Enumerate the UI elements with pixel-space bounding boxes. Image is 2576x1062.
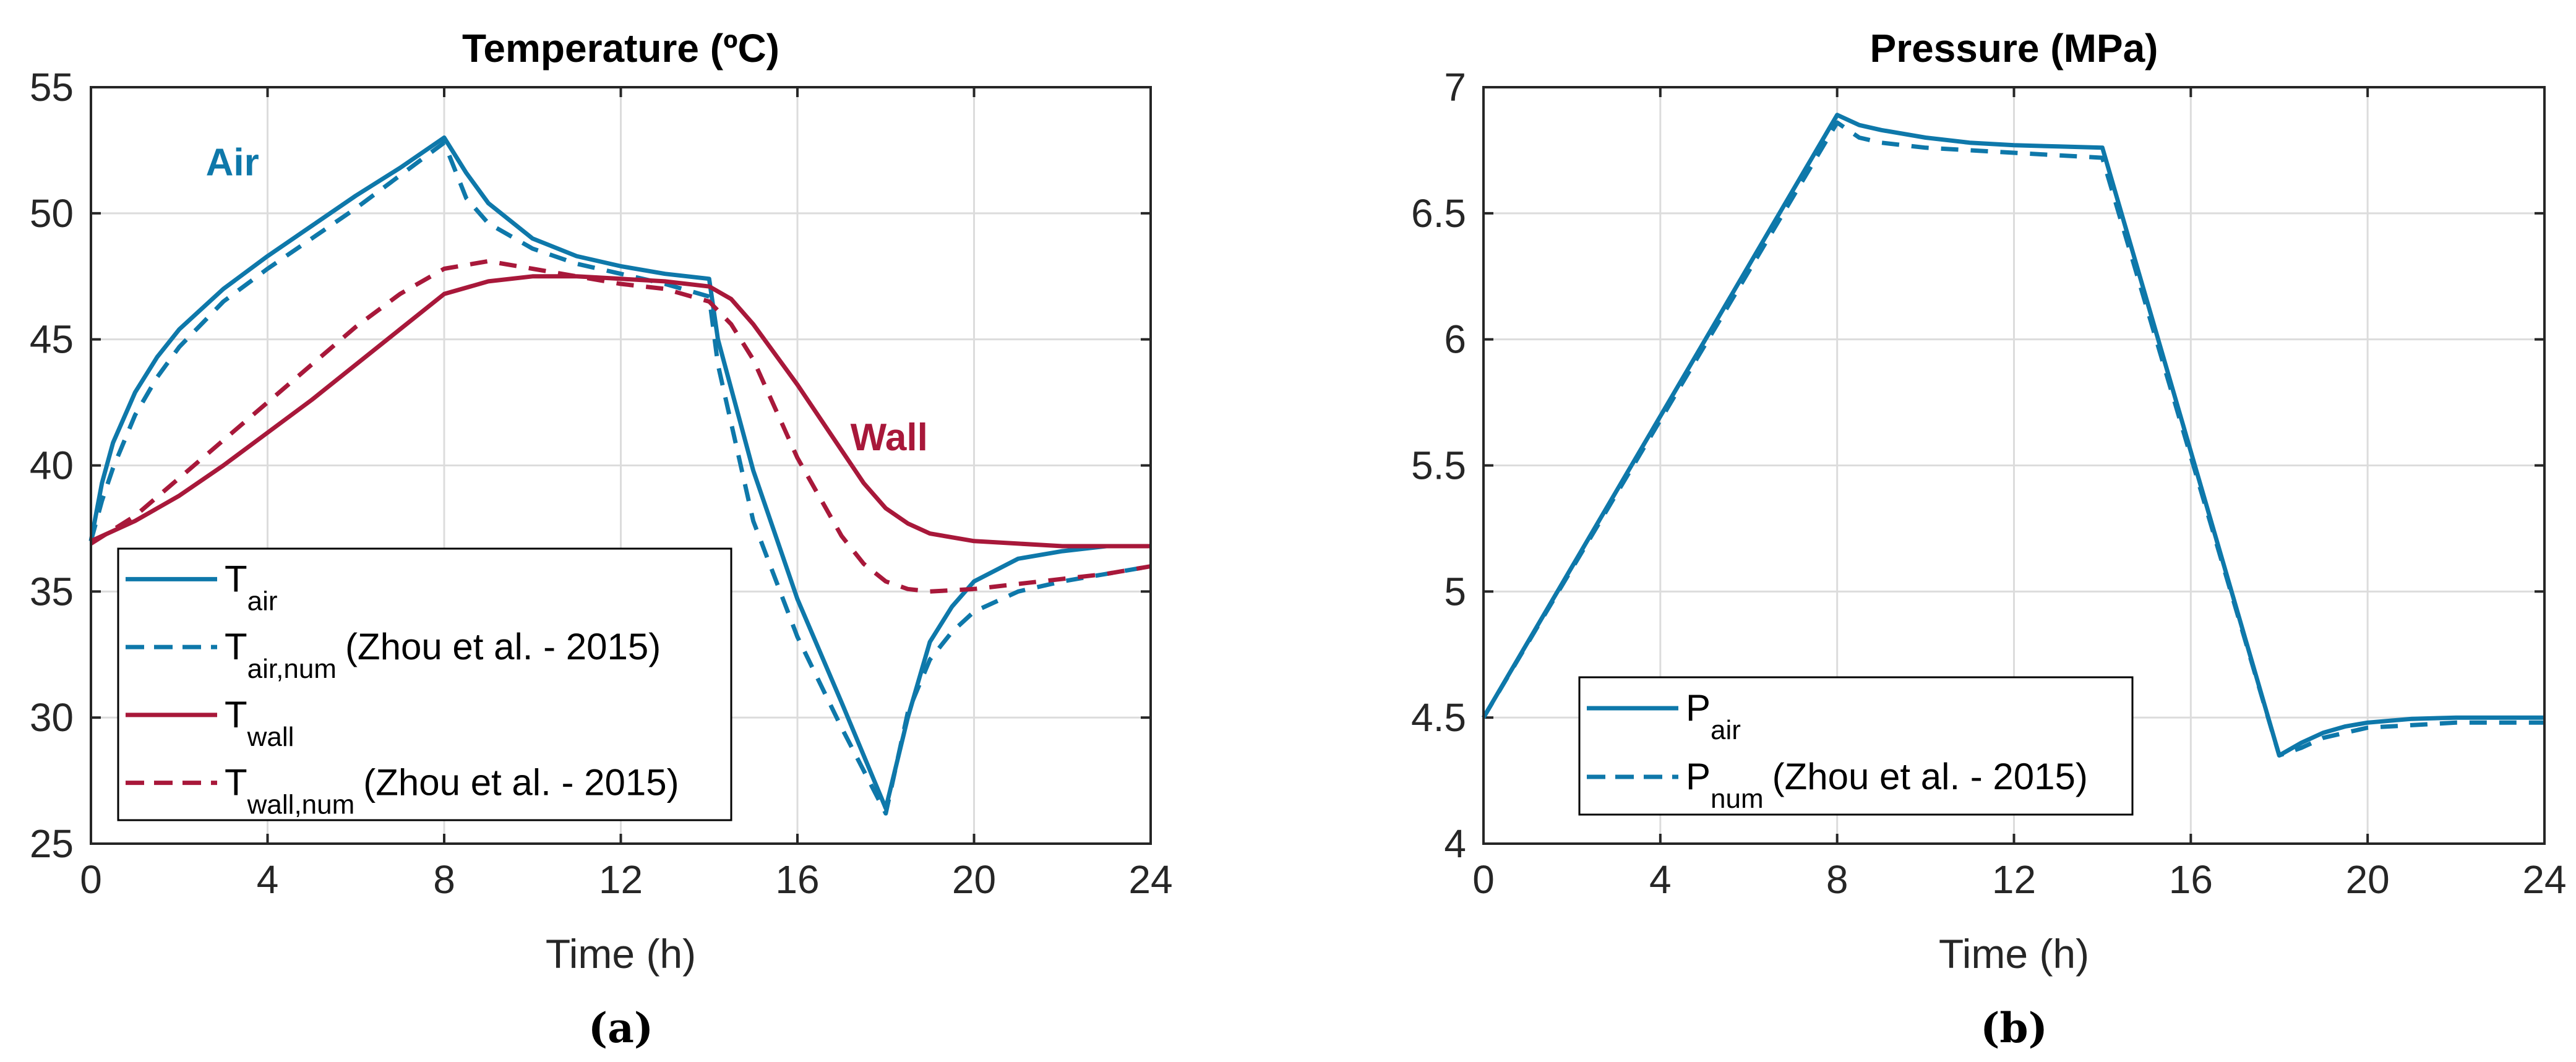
x-tick-label: 8 bbox=[433, 857, 455, 902]
chart-title: Pressure (MPa) bbox=[1870, 26, 2158, 71]
panel-label: (b) bbox=[1980, 1004, 2048, 1052]
x-tick-label: 4 bbox=[1649, 857, 1672, 902]
y-tick-label: 45 bbox=[30, 317, 74, 362]
series-line-wall-num bbox=[90, 259, 1151, 594]
x-tick-label: 12 bbox=[1992, 857, 2036, 902]
legend-label: Pair bbox=[1686, 687, 1741, 745]
y-tick-label: 5 bbox=[1444, 569, 1466, 614]
legend-source: (Zhou et al. - 2015) bbox=[363, 762, 679, 803]
y-tick-label: 4 bbox=[1444, 821, 1466, 866]
series-line-air bbox=[88, 135, 1151, 811]
legend-box bbox=[117, 547, 732, 821]
legend-label: Pnum (Zhou et al. - 2015) bbox=[1686, 756, 2088, 814]
x-tick-label: 20 bbox=[2346, 857, 2390, 902]
x-axis-label: Time (h) bbox=[1939, 931, 2089, 977]
x-tick-label: 20 bbox=[952, 857, 996, 902]
legend-label: Twall bbox=[225, 694, 294, 752]
legend-symbol: T bbox=[225, 558, 247, 599]
series-line-num bbox=[1481, 120, 2544, 758]
x-tick-label: 0 bbox=[80, 857, 102, 902]
y-tick-label: 30 bbox=[30, 695, 74, 740]
legend-source: (Zhou et al. - 2015) bbox=[1772, 756, 2088, 797]
legend-subscript: num bbox=[1711, 784, 1764, 814]
legend-subscript: air bbox=[247, 586, 278, 616]
annotation-label: Wall bbox=[851, 416, 928, 459]
x-tick-label: 8 bbox=[1826, 857, 1848, 902]
chart-panel-0: 0 4 8 12 16 20 2425303540455055AirWallTairTair… bbox=[30, 26, 1173, 1052]
legend-symbol: P bbox=[1686, 756, 1711, 797]
y-tick-label: 50 bbox=[30, 191, 74, 236]
x-tick-label: 12 bbox=[599, 857, 643, 902]
legend-label: Tair,num (Zhou et al. - 2015) bbox=[225, 626, 661, 684]
y-tick-label: 7 bbox=[1444, 65, 1466, 109]
legend-label: Tair bbox=[225, 558, 278, 616]
y-tick-label: 6 bbox=[1444, 317, 1466, 362]
legend-subscript: wall bbox=[247, 722, 294, 752]
legend-subscript: air bbox=[1711, 715, 1741, 745]
axes-box bbox=[90, 86, 1152, 845]
legend-subscript: air,num bbox=[247, 654, 337, 684]
legend-label: Twall,num (Zhou et al. - 2015) bbox=[225, 762, 679, 820]
chart-title: Temperature (ºC) bbox=[462, 26, 779, 71]
y-tick-label: 6.5 bbox=[1411, 191, 1466, 236]
series-line-air-num bbox=[88, 140, 1151, 816]
y-tick-label: 35 bbox=[30, 569, 74, 614]
y-tick-label: 40 bbox=[30, 443, 74, 488]
legend-symbol: T bbox=[225, 626, 247, 667]
y-tick-label: 4.5 bbox=[1411, 695, 1466, 740]
legend-subscript: wall,num bbox=[247, 790, 355, 820]
legend-box bbox=[1578, 676, 2134, 816]
series-line-wall bbox=[90, 274, 1151, 549]
x-axis-label: Time (h) bbox=[546, 931, 696, 977]
x-tick-label: 24 bbox=[2522, 857, 2566, 902]
legend-symbol: T bbox=[225, 762, 247, 803]
y-tick-label: 25 bbox=[30, 821, 74, 866]
annotation-label: Air bbox=[206, 142, 259, 184]
x-tick-label: 0 bbox=[1472, 857, 1495, 902]
x-tick-label: 4 bbox=[257, 857, 279, 902]
series-line-air bbox=[1481, 113, 2544, 758]
y-tick-label: 5.5 bbox=[1411, 443, 1466, 488]
x-tick-label: 24 bbox=[1128, 857, 1172, 902]
legend-symbol: T bbox=[225, 694, 247, 735]
legend-source: (Zhou et al. - 2015) bbox=[345, 626, 661, 667]
y-tick-label: 55 bbox=[30, 65, 74, 109]
axes-box bbox=[1482, 86, 2546, 845]
legend-symbol: P bbox=[1686, 687, 1711, 729]
panel-label: (a) bbox=[588, 1004, 653, 1052]
x-tick-label: 16 bbox=[2169, 857, 2213, 902]
x-tick-label: 16 bbox=[775, 857, 819, 902]
